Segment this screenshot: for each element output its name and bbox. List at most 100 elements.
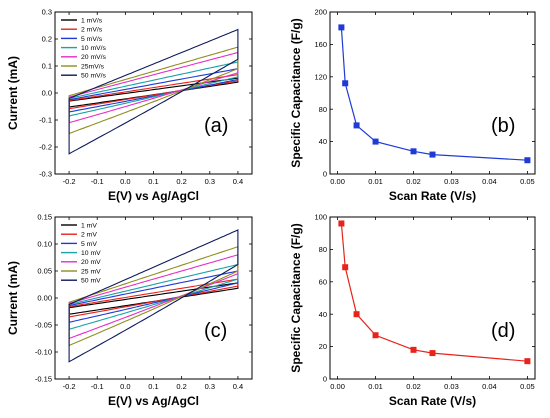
x-tick-label: -0.2 — [63, 177, 76, 186]
data-point — [524, 358, 531, 365]
chart-panel-d: 0.00 0.01 0.02 0.03 0.04 0.05 0 20 40 60 80 100 Scan… — [289, 213, 536, 408]
x-tick-label: -0.1 — [91, 177, 104, 186]
y-tick-label: 60 — [319, 277, 327, 286]
legend-label: 2 mV — [81, 232, 97, 239]
data-point — [338, 24, 345, 31]
y-tick-label: 0 — [323, 375, 327, 384]
data-point — [342, 80, 349, 87]
cv-curve-1 — [68, 77, 239, 108]
cv-curve-4 — [68, 61, 239, 117]
x-tick-label: 0.2 — [176, 177, 186, 186]
cv-curve-7 — [68, 28, 239, 155]
cv-curve-3 — [68, 68, 239, 113]
panel-label: (a) — [204, 115, 228, 137]
cv-curve-3 — [68, 270, 239, 323]
x-tick-label: 0.05 — [520, 177, 535, 186]
legend-label: 2 mV/s — [81, 27, 103, 34]
x-axis-title: E(V) vs Ag/AgCl — [108, 189, 199, 203]
x-tick-label: -0.1 — [91, 382, 104, 391]
data-point — [353, 122, 360, 129]
x-tick-label: 0.05 — [520, 382, 535, 391]
panel-label: (c) — [204, 320, 227, 342]
y-tick-label: -0.1 — [39, 116, 52, 125]
x-tick-label: 0.1 — [148, 382, 158, 391]
y-tick-label: 0 — [323, 170, 327, 179]
y-tick-label: 0.2 — [42, 35, 52, 44]
y-tick-label: 80 — [319, 245, 327, 254]
cv-curve-2 — [68, 73, 239, 110]
panel-label: (b) — [491, 115, 515, 137]
plot-frame — [329, 216, 536, 380]
y-tick-label: -0.15 — [35, 375, 52, 384]
data-point — [429, 151, 436, 158]
legend-label: 20 mV/s — [81, 54, 107, 61]
data-point — [372, 332, 379, 339]
data-point — [372, 138, 379, 145]
y-tick-label: 0.0 — [42, 89, 52, 98]
cv-curve-6 — [68, 245, 239, 347]
x-tick-label: 0.03 — [444, 382, 459, 391]
y-axis-title: Specific Capacitance (F/g) — [289, 18, 303, 167]
legend-label: 20 mV — [81, 259, 101, 266]
x-tick-label: 0.3 — [205, 382, 215, 391]
x-tick-label: -0.2 — [63, 382, 76, 391]
x-tick-label: 0.4 — [233, 177, 243, 186]
cv-curve-2 — [68, 278, 239, 318]
chart-panel-b: 0.00 0.01 0.02 0.03 0.04 0.05 0 40 80 120 160 200 Sc… — [289, 8, 536, 203]
y-tick-label: 20 — [319, 342, 327, 351]
x-tick-label: 0.01 — [368, 177, 383, 186]
y-tick-label: 40 — [319, 137, 327, 146]
chart-panel-a: -0.2 -0.1 0.0 0.1 0.2 0.3 0.4 -0.3 -0.2 -0.1 0.0 0.… — [6, 8, 253, 203]
y-tick-label: -0.3 — [39, 170, 52, 179]
y-axis-title: Current (mA) — [6, 261, 20, 335]
legend-label: 50 mV/s — [81, 73, 107, 80]
y-tick-label: -0.05 — [35, 321, 52, 330]
cv-curve-1 — [68, 282, 239, 315]
legend-label: 25mV/s — [81, 63, 105, 70]
cv-curve-5 — [68, 254, 239, 340]
y-tick-label: 0.10 — [37, 240, 52, 249]
x-tick-label: 0.00 — [330, 382, 345, 391]
data-point — [410, 148, 417, 155]
x-tick-label: 0.3 — [205, 177, 215, 186]
x-axis-title: Scan Rate (V/s) — [389, 394, 476, 408]
capacitance-line — [340, 27, 528, 161]
x-tick-label: 0.0 — [120, 382, 130, 391]
data-point — [429, 350, 436, 357]
x-tick-label: 0.02 — [406, 382, 421, 391]
data-point — [410, 346, 417, 353]
x-tick-label: 0.4 — [233, 382, 243, 391]
x-tick-label: 0.0 — [120, 177, 130, 186]
x-axis-title: Scan Rate (V/s) — [389, 189, 476, 203]
y-tick-label: -0.2 — [39, 143, 52, 152]
x-tick-label: 0.01 — [368, 382, 383, 391]
y-tick-label: 120 — [314, 72, 327, 81]
plot-frame — [329, 11, 536, 175]
cv-curve-5 — [68, 51, 239, 124]
x-tick-label: 0.00 — [330, 177, 345, 186]
y-tick-label: 100 — [314, 213, 327, 222]
y-axis-title: Current (mA) — [6, 56, 20, 130]
cv-curve-6 — [68, 46, 239, 135]
x-tick-label: 0.03 — [444, 177, 459, 186]
y-tick-label: 0.00 — [37, 294, 52, 303]
data-point — [524, 157, 531, 164]
legend-label: 25 mV — [81, 268, 101, 275]
y-axis-title: Specific Capacitance (F/g) — [289, 223, 303, 372]
x-axis-title: E(V) vs Ag/AgCl — [108, 394, 199, 408]
legend-label: 1 mV/s — [81, 17, 103, 24]
y-tick-label: 80 — [319, 105, 327, 114]
y-tick-label: 0.1 — [42, 62, 52, 71]
y-tick-label: 40 — [319, 310, 327, 319]
x-tick-label: 0.04 — [482, 177, 497, 186]
y-tick-label: 160 — [314, 40, 327, 49]
legend-label: 5 mV — [81, 241, 97, 248]
data-point — [338, 220, 345, 227]
panel-label: (d) — [491, 320, 515, 342]
legend-label: 10 mV/s — [81, 45, 107, 52]
y-tick-label: 0.05 — [37, 267, 52, 276]
y-tick-label: 0.3 — [42, 8, 52, 17]
cv-curve-4 — [68, 263, 239, 331]
legend-label: 1 mV — [81, 222, 97, 229]
